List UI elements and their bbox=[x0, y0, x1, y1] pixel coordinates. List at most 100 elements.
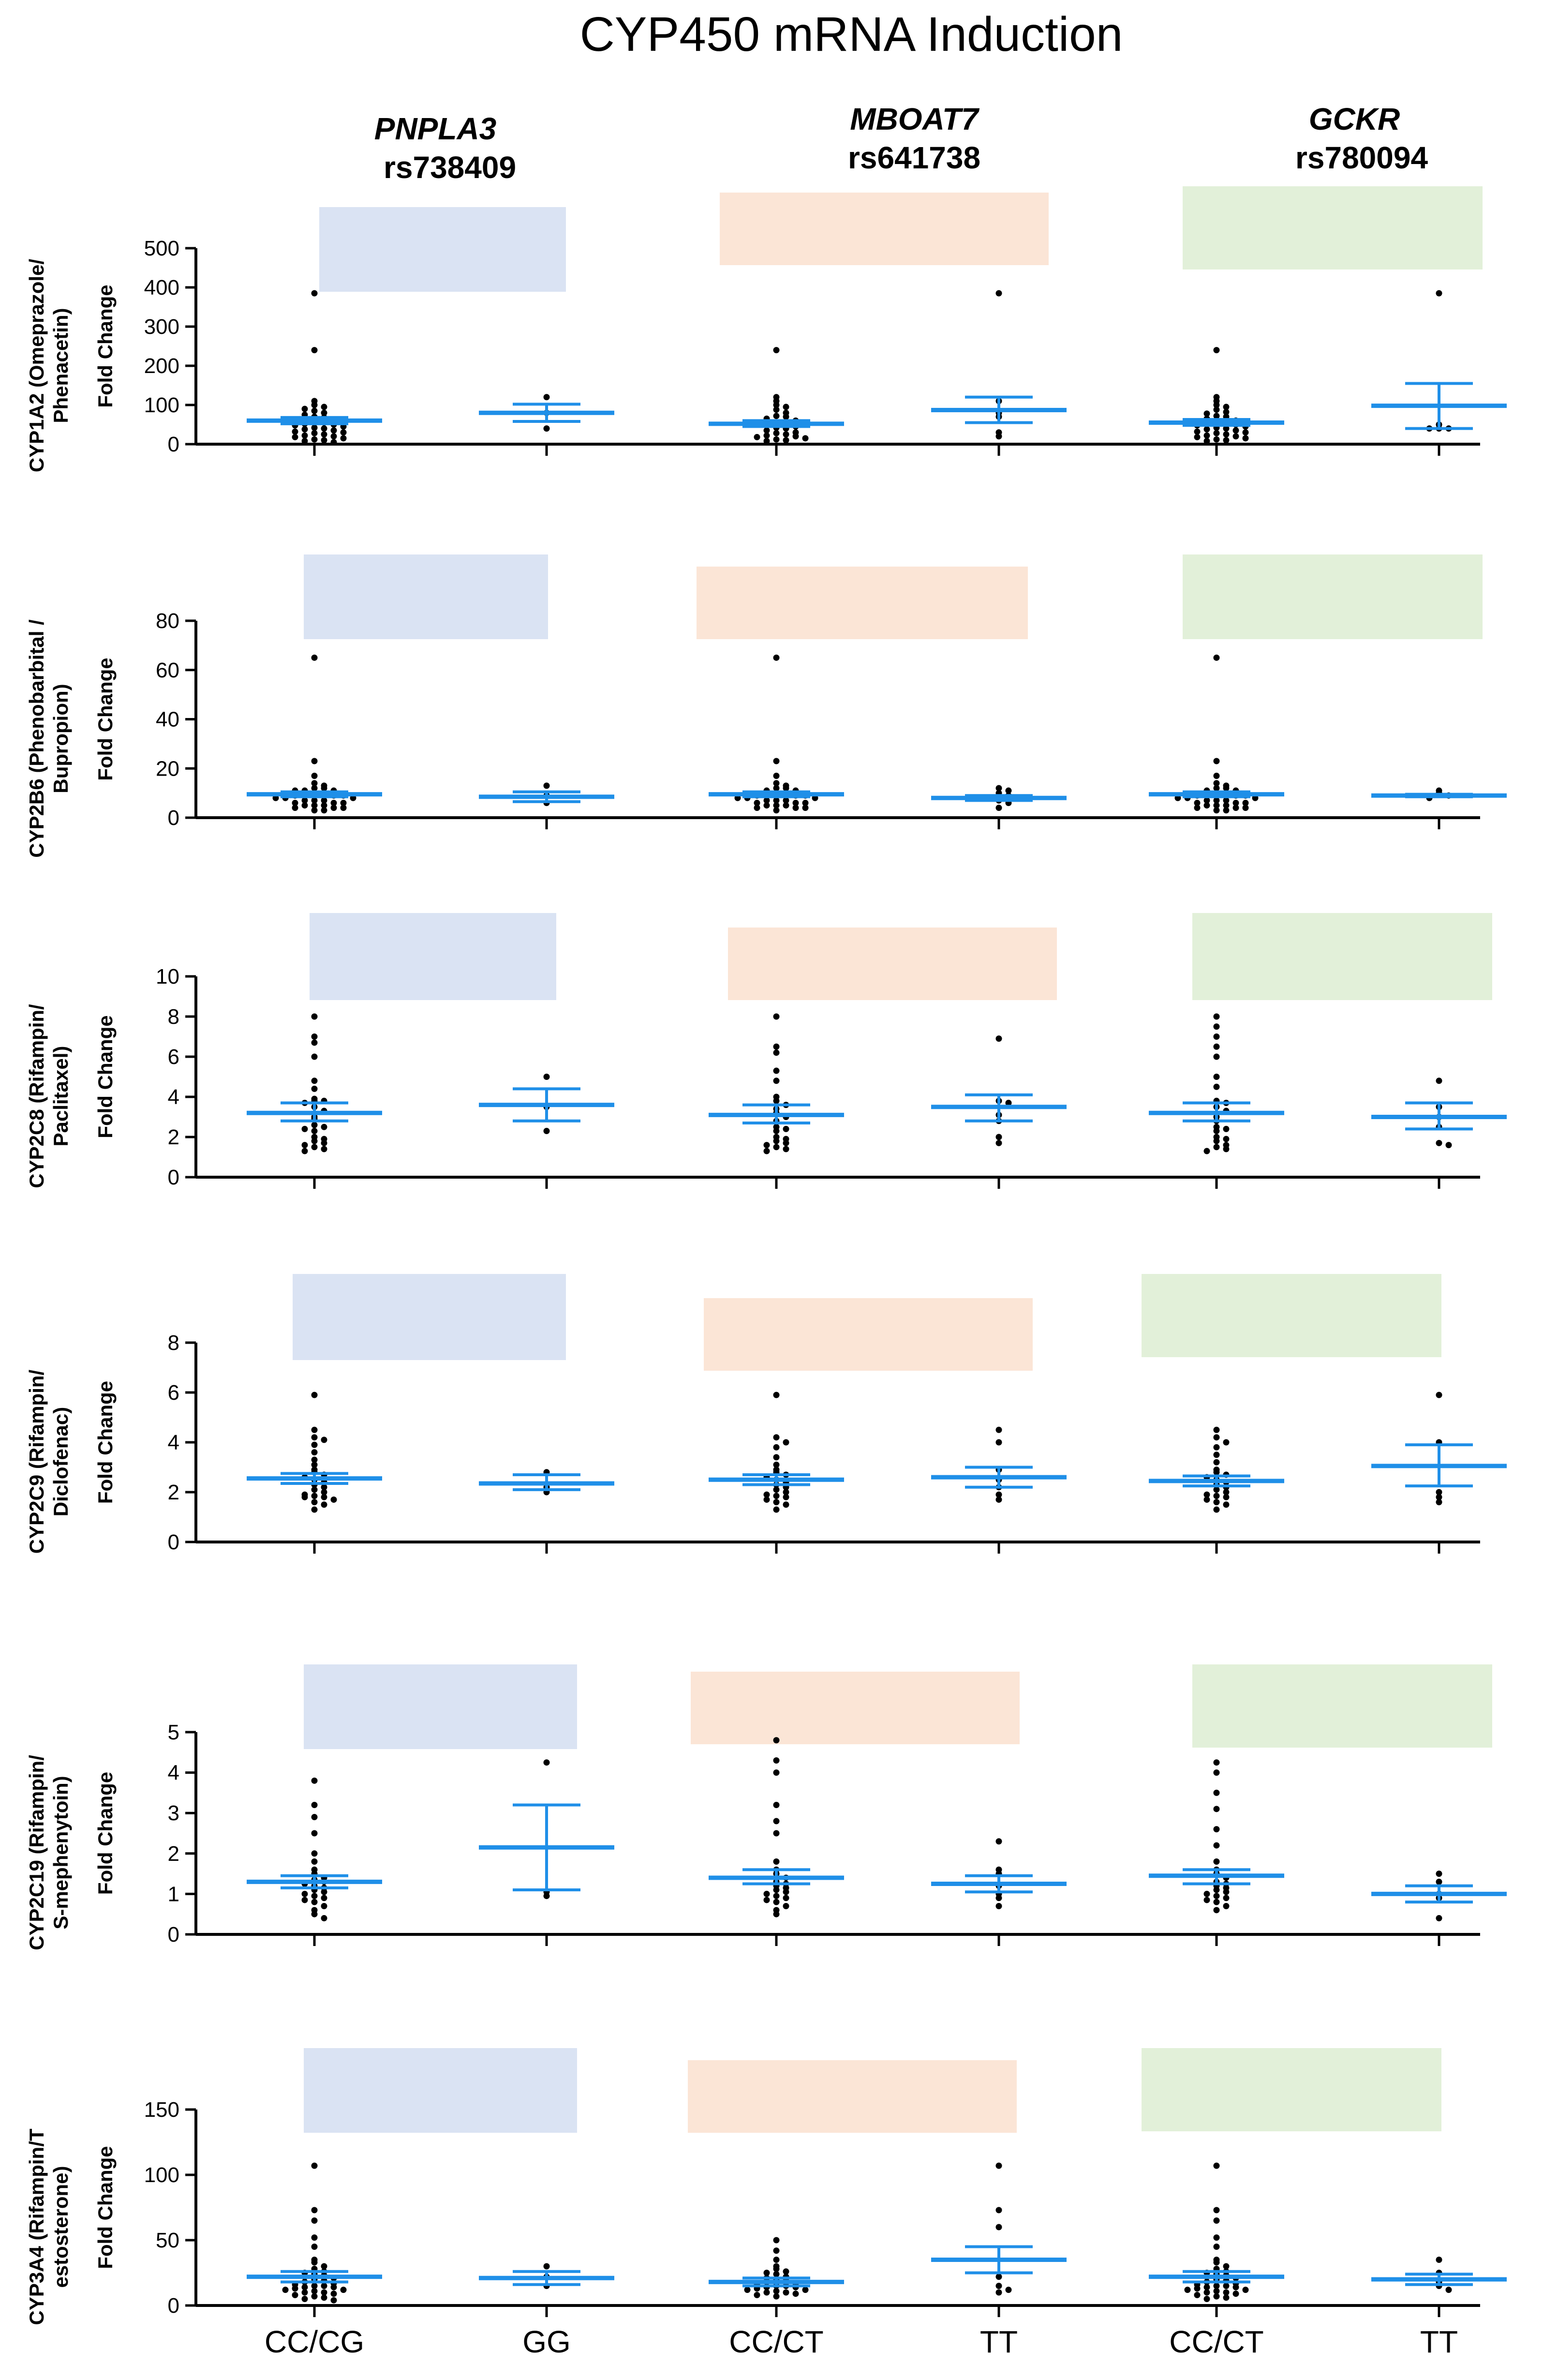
data-point bbox=[321, 1146, 327, 1153]
data-point bbox=[311, 1893, 318, 1900]
gene-header-mboat7: MBOAT7 rs641738 bbox=[848, 102, 980, 175]
data-point bbox=[1213, 2207, 1220, 2214]
data-point bbox=[773, 1893, 780, 1900]
data-point bbox=[1203, 2296, 1210, 2302]
data-point bbox=[1213, 1886, 1220, 1893]
data-point bbox=[311, 1449, 318, 1456]
data-point bbox=[1213, 807, 1220, 814]
y-tick-label: 100 bbox=[144, 2163, 179, 2187]
data-point bbox=[1213, 1128, 1220, 1135]
data-point bbox=[1223, 1439, 1230, 1446]
y-tick-label: 2 bbox=[168, 1125, 179, 1149]
data-point bbox=[754, 799, 760, 806]
data-point bbox=[1242, 799, 1249, 806]
y-tick-label: 10 bbox=[156, 965, 179, 988]
data-point bbox=[773, 430, 780, 436]
data-point bbox=[995, 2207, 1002, 2214]
data-point bbox=[1436, 1494, 1442, 1500]
data-point bbox=[773, 1434, 780, 1441]
data-point bbox=[995, 1902, 1002, 1909]
data-point bbox=[1005, 2287, 1012, 2293]
y-tick-label: 2 bbox=[168, 1842, 179, 1866]
data-point bbox=[1194, 2291, 1201, 2298]
y-axis-fold-change-label: Fold Change bbox=[94, 658, 117, 780]
data-point bbox=[1223, 1136, 1230, 1142]
data-point bbox=[311, 424, 318, 431]
data-point bbox=[1213, 1444, 1220, 1451]
genotype-band-gckr bbox=[1183, 554, 1483, 639]
data-point bbox=[783, 1895, 789, 1901]
y-axis-label-line-2: Phenacetin) bbox=[49, 308, 72, 423]
data-point bbox=[330, 439, 337, 446]
data-point bbox=[321, 425, 327, 432]
data-point bbox=[773, 785, 780, 792]
data-point bbox=[773, 1737, 780, 1744]
data-point bbox=[311, 780, 318, 787]
data-point bbox=[311, 290, 318, 297]
data-point bbox=[995, 805, 1002, 811]
data-point bbox=[311, 1911, 318, 1917]
data-point bbox=[301, 426, 308, 433]
data-point bbox=[1436, 1915, 1442, 1922]
data-point bbox=[1213, 1842, 1220, 1849]
data-point bbox=[1213, 1144, 1220, 1151]
data-point bbox=[1213, 1806, 1220, 1812]
data-point bbox=[773, 1049, 780, 1056]
genotype-band-gckr bbox=[1142, 1274, 1441, 1357]
data-point bbox=[1213, 1858, 1220, 1865]
data-point bbox=[773, 1911, 780, 1917]
data-point bbox=[1242, 805, 1249, 811]
data-point bbox=[1436, 2257, 1442, 2263]
data-point bbox=[792, 805, 799, 811]
data-point bbox=[783, 1125, 789, 1132]
data-point bbox=[321, 1902, 327, 1909]
data-point bbox=[773, 1818, 780, 1825]
data-point bbox=[773, 1801, 780, 1808]
data-point bbox=[783, 437, 789, 444]
data-point bbox=[311, 1814, 318, 1821]
data-point bbox=[1223, 1895, 1230, 1901]
x-category-label: TT bbox=[980, 2324, 1018, 2359]
data-point bbox=[1213, 1899, 1220, 1905]
data-point bbox=[311, 1801, 318, 1808]
data-point bbox=[995, 433, 1002, 440]
gene-name: MBOAT7 bbox=[850, 102, 980, 136]
x-category-label: TT bbox=[1420, 2324, 1458, 2359]
data-point bbox=[311, 2162, 318, 2169]
genotype-band-gckr bbox=[1192, 913, 1492, 1000]
data-point bbox=[321, 807, 327, 814]
snp-id: rs641738 bbox=[848, 140, 980, 175]
genotype-band-gckr bbox=[1192, 1664, 1492, 1748]
data-point bbox=[1436, 1078, 1442, 1084]
data-point bbox=[311, 347, 318, 354]
data-point bbox=[783, 1501, 789, 1508]
data-point bbox=[763, 1496, 770, 1503]
data-point bbox=[1213, 1469, 1220, 1476]
data-point bbox=[1232, 799, 1239, 806]
y-tick-label: 1 bbox=[168, 1882, 179, 1906]
panel-4: CYP2C9 (Rifampin/Diclofenac) Fold Change 0… bbox=[25, 1274, 1507, 1554]
data-point bbox=[1213, 1033, 1220, 1040]
data-point bbox=[1213, 780, 1220, 787]
data-point bbox=[321, 1484, 327, 1491]
data-point bbox=[1213, 1789, 1220, 1796]
data-point bbox=[1213, 1426, 1220, 1433]
data-point bbox=[311, 1128, 318, 1135]
data-point bbox=[792, 433, 799, 440]
data-point bbox=[1213, 758, 1220, 764]
data-point bbox=[995, 2162, 1002, 2169]
data-point bbox=[321, 2289, 327, 2296]
data-point bbox=[1445, 2287, 1452, 2293]
data-point bbox=[1213, 1907, 1220, 1914]
y-axis-fold-change-label: Fold Change bbox=[94, 1772, 117, 1895]
data-point bbox=[282, 2287, 289, 2293]
data-point bbox=[311, 1441, 318, 1448]
data-point bbox=[301, 1897, 308, 1903]
data-point bbox=[1213, 2234, 1220, 2241]
data-point bbox=[773, 1506, 780, 1513]
data-point bbox=[1213, 2283, 1220, 2289]
data-point bbox=[802, 799, 809, 806]
data-point bbox=[1213, 773, 1220, 779]
data-point bbox=[995, 2274, 1002, 2280]
data-point bbox=[995, 1134, 1002, 1140]
